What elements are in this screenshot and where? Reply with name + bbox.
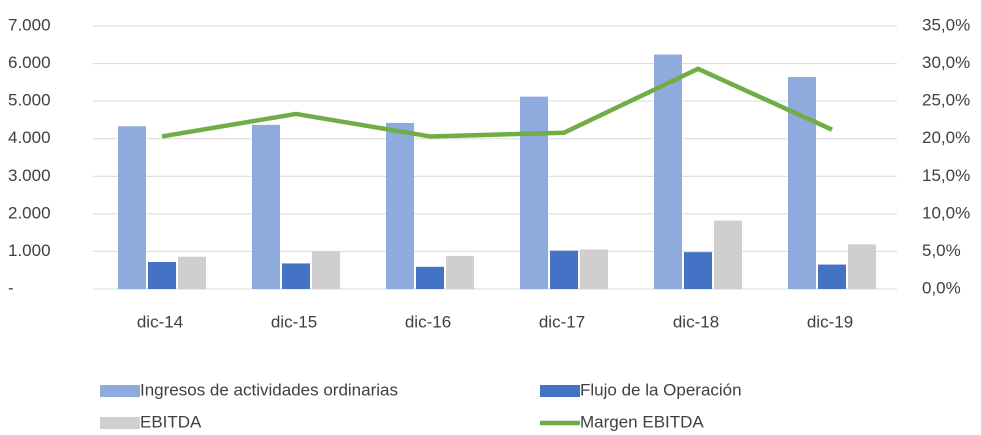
bar <box>654 54 682 289</box>
legend-label: Ingresos de actividades ordinarias <box>140 380 398 399</box>
x-tick-label: dic-19 <box>807 312 853 331</box>
bar <box>312 251 340 289</box>
y2-tick-label: 25,0% <box>922 91 970 110</box>
bar <box>282 263 310 289</box>
legend-label: Flujo de la Operación <box>580 380 742 399</box>
x-tick-label: dic-17 <box>539 312 585 331</box>
y-tick-label: 7.000 <box>8 15 51 34</box>
x-tick-label: dic-14 <box>137 312 183 331</box>
legend-swatch <box>100 385 140 397</box>
bar <box>788 77 816 290</box>
y2-tick-label: 30,0% <box>922 53 970 72</box>
bar <box>252 124 280 289</box>
legend-swatch <box>540 385 580 397</box>
legend-label: Margen EBITDA <box>580 412 704 431</box>
y-tick-label: 4.000 <box>8 128 51 147</box>
x-tick-label: dic-16 <box>405 312 451 331</box>
y-tick-label: - <box>8 278 14 297</box>
y-tick-label: 3.000 <box>8 166 51 185</box>
y2-tick-label: 0,0% <box>922 278 961 297</box>
bar <box>714 220 742 289</box>
y2-tick-label: 15,0% <box>922 166 970 185</box>
bar <box>684 252 712 289</box>
line <box>161 66 833 139</box>
bar <box>118 126 146 290</box>
y-tick-label: 6.000 <box>8 53 51 72</box>
y2-tick-label: 35,0% <box>922 15 970 34</box>
x-tick-label: dic-15 <box>271 312 317 331</box>
legend-swatch <box>100 417 140 429</box>
y-tick-label: 2.000 <box>8 203 51 222</box>
bar <box>818 264 846 289</box>
bar <box>386 122 414 289</box>
bar <box>178 256 206 289</box>
y2-tick-label: 20,0% <box>922 128 970 147</box>
bar <box>148 261 176 289</box>
y2-tick-label: 5,0% <box>922 241 961 260</box>
x-tick-label: dic-18 <box>673 312 719 331</box>
bar <box>550 250 578 289</box>
y-tick-label: 5.000 <box>8 91 51 110</box>
bar <box>580 249 608 289</box>
bar <box>520 96 548 290</box>
bar <box>848 244 876 289</box>
legend-label: EBITDA <box>140 412 202 431</box>
bar <box>416 266 444 289</box>
y-tick-label: 1.000 <box>8 241 51 260</box>
bar <box>446 255 474 289</box>
y2-tick-label: 10,0% <box>922 203 970 222</box>
